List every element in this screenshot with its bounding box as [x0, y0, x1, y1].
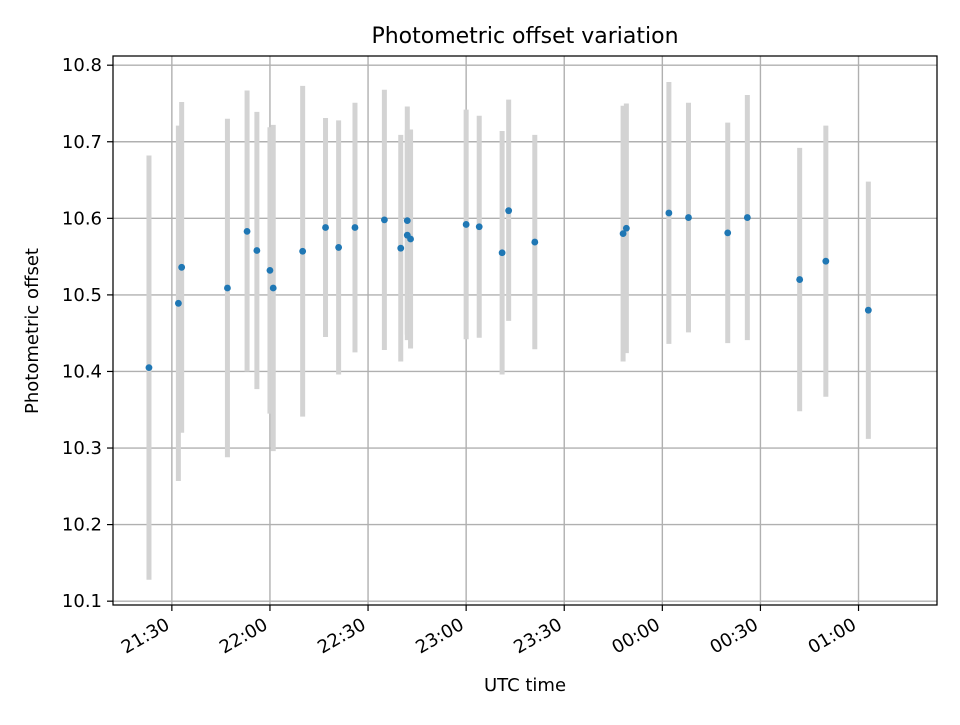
data-point — [224, 284, 231, 292]
x-axis-label: UTC time — [484, 675, 566, 696]
data-point — [322, 224, 329, 231]
data-point — [864, 306, 872, 314]
data-point — [619, 230, 627, 238]
data-point — [685, 214, 692, 221]
data-point — [243, 227, 251, 235]
data-point — [531, 238, 539, 246]
data-point — [822, 257, 830, 265]
y-tick-label: 10.2 — [62, 515, 102, 536]
data-point — [253, 247, 261, 254]
y-axis-ticks: 10.1 10.2 10.3 10.4 10.5 10.6 10.7 10.8 — [62, 55, 113, 612]
chart-title: Photometric offset variation — [371, 24, 678, 49]
y-tick-label: 10.6 — [62, 208, 102, 229]
data-point — [335, 244, 343, 251]
plot-frame — [112, 55, 938, 606]
y-tick-label: 10.3 — [62, 438, 102, 459]
data-point — [743, 214, 751, 221]
data-point — [475, 223, 483, 231]
y-tick-label: 10.7 — [62, 132, 102, 153]
data-point — [796, 276, 804, 283]
data-points — [145, 207, 872, 372]
y-tick-label: 10.4 — [62, 361, 102, 382]
y-tick-label: 10.5 — [62, 285, 102, 306]
y-tick-label: 10.8 — [62, 55, 102, 76]
data-point — [462, 221, 470, 228]
data-point — [724, 229, 732, 237]
data-point — [403, 217, 411, 225]
data-point — [299, 247, 307, 255]
data-point — [145, 364, 153, 372]
data-point — [505, 207, 513, 215]
y-axis-label: Photometric offset — [22, 248, 43, 414]
data-point — [174, 299, 182, 307]
data-point — [351, 224, 359, 231]
data-point — [178, 263, 186, 271]
data-point — [665, 209, 673, 217]
data-point — [380, 216, 388, 224]
data-point — [498, 249, 506, 257]
data-point — [266, 266, 274, 274]
y-tick-label: 10.1 — [62, 591, 102, 612]
data-point — [407, 235, 414, 243]
data-point — [622, 224, 630, 232]
data-point — [269, 284, 277, 292]
data-point — [397, 244, 405, 252]
